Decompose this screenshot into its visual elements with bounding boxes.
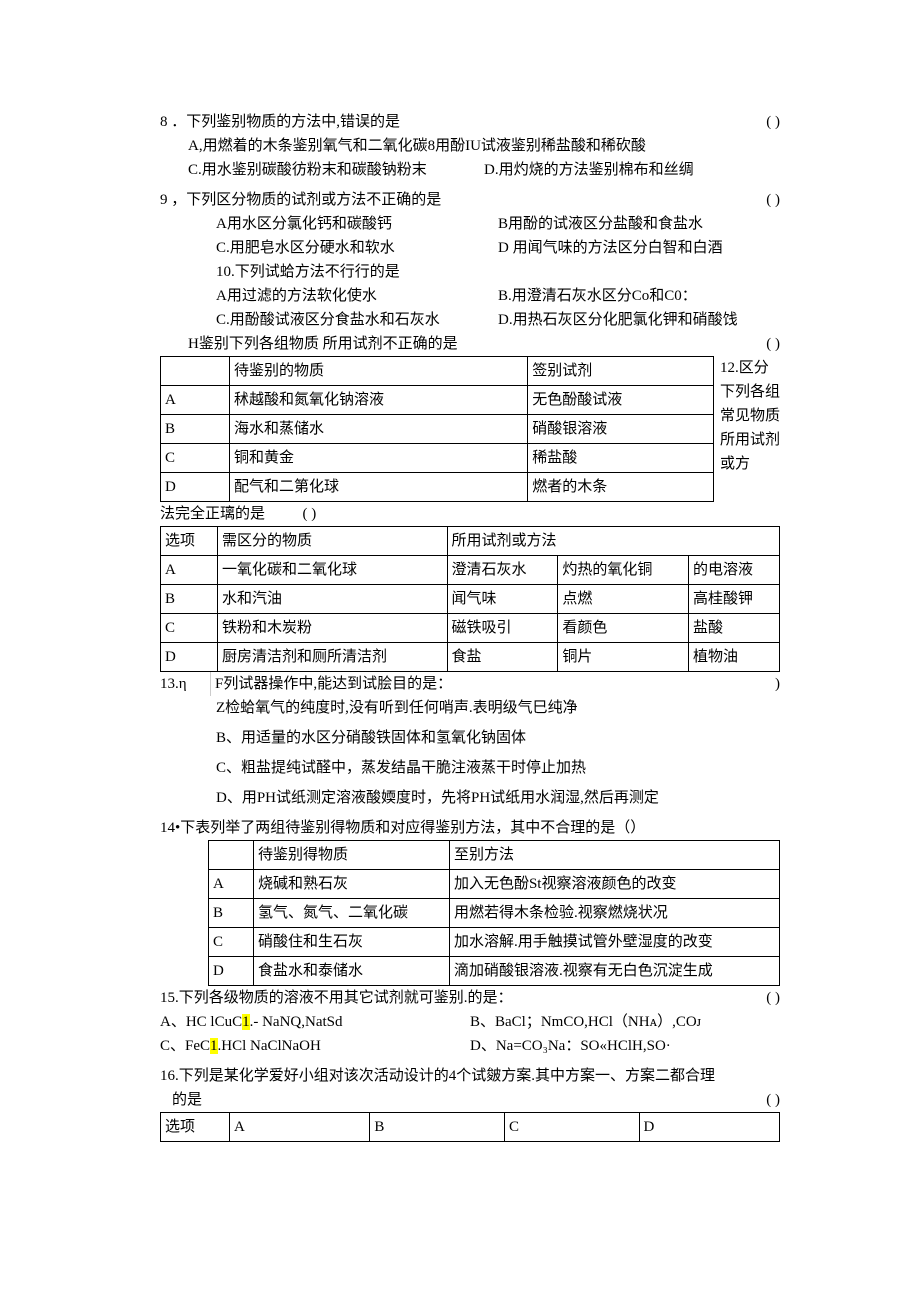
- q11-table: 待鉴别的物质签别试剂 A秫越酸和氮氧化钠溶液无色酚酸试液 B海水和蒸储水硝酸银溶…: [160, 356, 714, 502]
- q13-B: B、用适量的水区分硝酸铁固体和氢氧化钠固体: [160, 726, 780, 750]
- q10-stem: 10.下列试蛤方法不行行的是: [160, 260, 780, 284]
- q8-optCD: C.用水鉴别碳酸彷粉末和碳酸钠粉末 D.用灼烧的方法鉴别棉布和丝绸: [160, 158, 780, 182]
- table-row: C铁粉和木炭粉磁铁吸引看颜色盐酸: [161, 614, 780, 643]
- highlight: 1: [210, 1038, 218, 1054]
- q16-stem: 16.下列是某化学爱好小组对该次活动设计的4个试皴方案.其中方案一、方案二都合理: [160, 1064, 780, 1088]
- table-row: C铜和黄金稀盐酸: [161, 444, 714, 473]
- q12-side-note: 12.区分下列各组常见物质所用试剂或方: [714, 356, 780, 476]
- q11-stem: H鉴别下列各组物质 所用试剂不正确的是 ( ): [160, 332, 780, 356]
- table-row: D配气和二第化球燃者的木条: [161, 473, 714, 502]
- q8-num: 8: [160, 114, 168, 130]
- table-row: D食盐水和泰储水滴加硝酸银溶液.视察有无白色沉淀生成: [209, 957, 780, 986]
- q15-CD: C、FeC1.HCl NaClNaOH D、Na=CO₃Na：SO«HClH,S…: [160, 1034, 780, 1058]
- q9-CD: C.用肥皂水区分硬水和软水 D 用闻气味的方法区分白智和白酒: [160, 236, 780, 260]
- q12-tail: 法完全正璃的是 ( ): [160, 502, 780, 526]
- table-row: B海水和蒸储水硝酸银溶液: [161, 415, 714, 444]
- q16-table: 选项 A B C D: [160, 1112, 780, 1142]
- q9-AB: A用水区分氯化钙和碳酸钙 B用酚的试液区分盐酸和食盐水: [160, 212, 780, 236]
- q13-C: C、粗盐提纯试醛中，蒸发结晶干脆注液蒸干时停止加热: [160, 756, 780, 780]
- q14-stem: 14•下表列举了两组待鉴别得物质和对应得鉴别方法，其中不合理的是（）: [160, 816, 780, 840]
- q12-table: 选项 需区分的物质 所用试剂或方法 A一氧化碳和二氧化球澄清石灰水灼热的氧化铜的…: [160, 526, 780, 672]
- table-row: A烧碱和熟石灰加入无色酚St视察溶液颜色的改变: [209, 870, 780, 899]
- q13-D: D、用PH试纸测定溶液酸媆度时，先将PH试纸用水润湿,然后再测定: [160, 786, 780, 810]
- table-row: C硝酸住和生石灰加水溶解.用手触摸试管外壁湿度的改变: [209, 928, 780, 957]
- q14-table: 待鉴别得物质至别方法 A烧碱和熟石灰加入无色酚St视察溶液颜色的改变 B氢气、氮…: [208, 840, 780, 986]
- q16-tail: 的是 ( ): [160, 1088, 780, 1112]
- q15-AB: A、HC lCuC1.- NaNQ,NatSd B、BaCl；NmCO,HCl（…: [160, 1010, 780, 1034]
- q15-stem: 15.下列各级物质的溶液不用其它试剂就可鉴别.的是： ( ): [160, 986, 780, 1010]
- q9-stem: 9 ，下列区分物质的试剂或方法不正确的是 ( ): [160, 188, 780, 212]
- q9-paren: ( ): [766, 188, 780, 212]
- q8-optA: A,用燃着的木条鉴别氧气和二氧化碳8用酚IU试液鉴别稀盐酸和稀砍酸: [160, 134, 780, 158]
- table-row: D厨房清洁剂和厕所清洁剂食盐铜片植物油: [161, 643, 780, 672]
- q13-head: 13.η F列试器操作中,能达到试脍目的是： ): [160, 672, 780, 696]
- q11-table-wrap: 待鉴别的物质签别试剂 A秫越酸和氮氧化钠溶液无色酚酸试液 B海水和蒸储水硝酸银溶…: [160, 356, 780, 502]
- q10-AB: A用过滤的方法软化使水 B.用澄清石灰水区分Co和C0：: [160, 284, 780, 308]
- q9-num: 9: [160, 192, 168, 208]
- table-row: A秫越酸和氮氧化钠溶液无色酚酸试液: [161, 386, 714, 415]
- highlight: 1: [242, 1014, 250, 1030]
- q13-z: Z检蛤氧气的纯度时,没有听到任何哨声.表明级气巳纯净: [160, 696, 780, 720]
- table-row: A一氧化碳和二氧化球澄清石灰水灼热的氧化铜的电溶液: [161, 556, 780, 585]
- table-row: B氢气、氮气、二氧化碳用燃若得木条检验.视察燃烧状况: [209, 899, 780, 928]
- table-row: B水和汽油闻气味点燃高桂酸钾: [161, 585, 780, 614]
- q10-CD: C.用酚酸试液区分食盐水和石灰水 D.用热石灰区分化肥氯化钾和硝酸饯: [160, 308, 780, 332]
- q8-paren: ( ): [766, 110, 780, 134]
- q8-stem: 8 ．下列鉴别物质的方法中,错误的是 ( ): [160, 110, 780, 134]
